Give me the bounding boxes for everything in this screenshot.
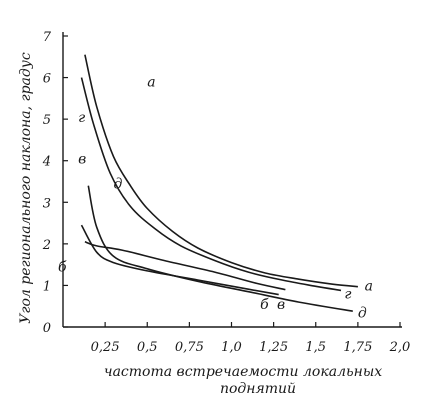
x-tick-label: 1,75 [343, 340, 372, 355]
curve-end-label: в [277, 297, 285, 313]
x-axis-title-line2: поднятий [220, 381, 296, 397]
curve-start-label: а [147, 75, 155, 91]
curve-start-label: г [78, 110, 85, 126]
curves [80, 54, 358, 312]
x-tick-label: 0,5 [137, 340, 158, 355]
y-tick-label: 6 [43, 72, 51, 87]
curve-start-label: д [114, 177, 123, 193]
curve-end-label: б [260, 297, 269, 313]
y-tick-label: 4 [42, 155, 51, 170]
curve-end-label: д [358, 305, 367, 321]
x-axis-title-line1: частота встречаемости локальных [104, 364, 382, 380]
curve-end-label: а [365, 278, 373, 294]
x-tick-label: 1,25 [259, 340, 288, 355]
x-tick-label: 1,0 [221, 340, 242, 355]
curve-a [84, 54, 358, 288]
curve-start-label: в [78, 152, 86, 168]
y-tick-label: 2 [42, 238, 51, 253]
curve-end-label: г [344, 287, 351, 303]
x-tick-label: 0,75 [175, 340, 204, 355]
curve-v [84, 241, 286, 291]
curve-b [80, 224, 279, 296]
y-tick-label: 3 [43, 196, 51, 211]
x-tick-label: 2,0 [389, 340, 411, 355]
y-tick-label: 5 [43, 113, 51, 128]
x-tick-label: 0,25 [91, 340, 120, 355]
y-tick-label: 1 [43, 279, 51, 294]
axes [62, 32, 402, 328]
x-ticks: 0,25 0,5 0,75 1,0 1,25 1,5 1,75 2,0 [91, 322, 411, 355]
y-ticks: 0 1 2 3 4 5 6 7 [42, 30, 68, 336]
curve-g [80, 77, 342, 292]
y-tick-label: 7 [43, 30, 52, 45]
curve-start-label: б [58, 260, 67, 276]
y-axis-title: Угол регионального наклона, градус [18, 52, 34, 324]
x-tick-label: 1,5 [305, 340, 326, 355]
y-tick-label: 0 [43, 321, 51, 336]
